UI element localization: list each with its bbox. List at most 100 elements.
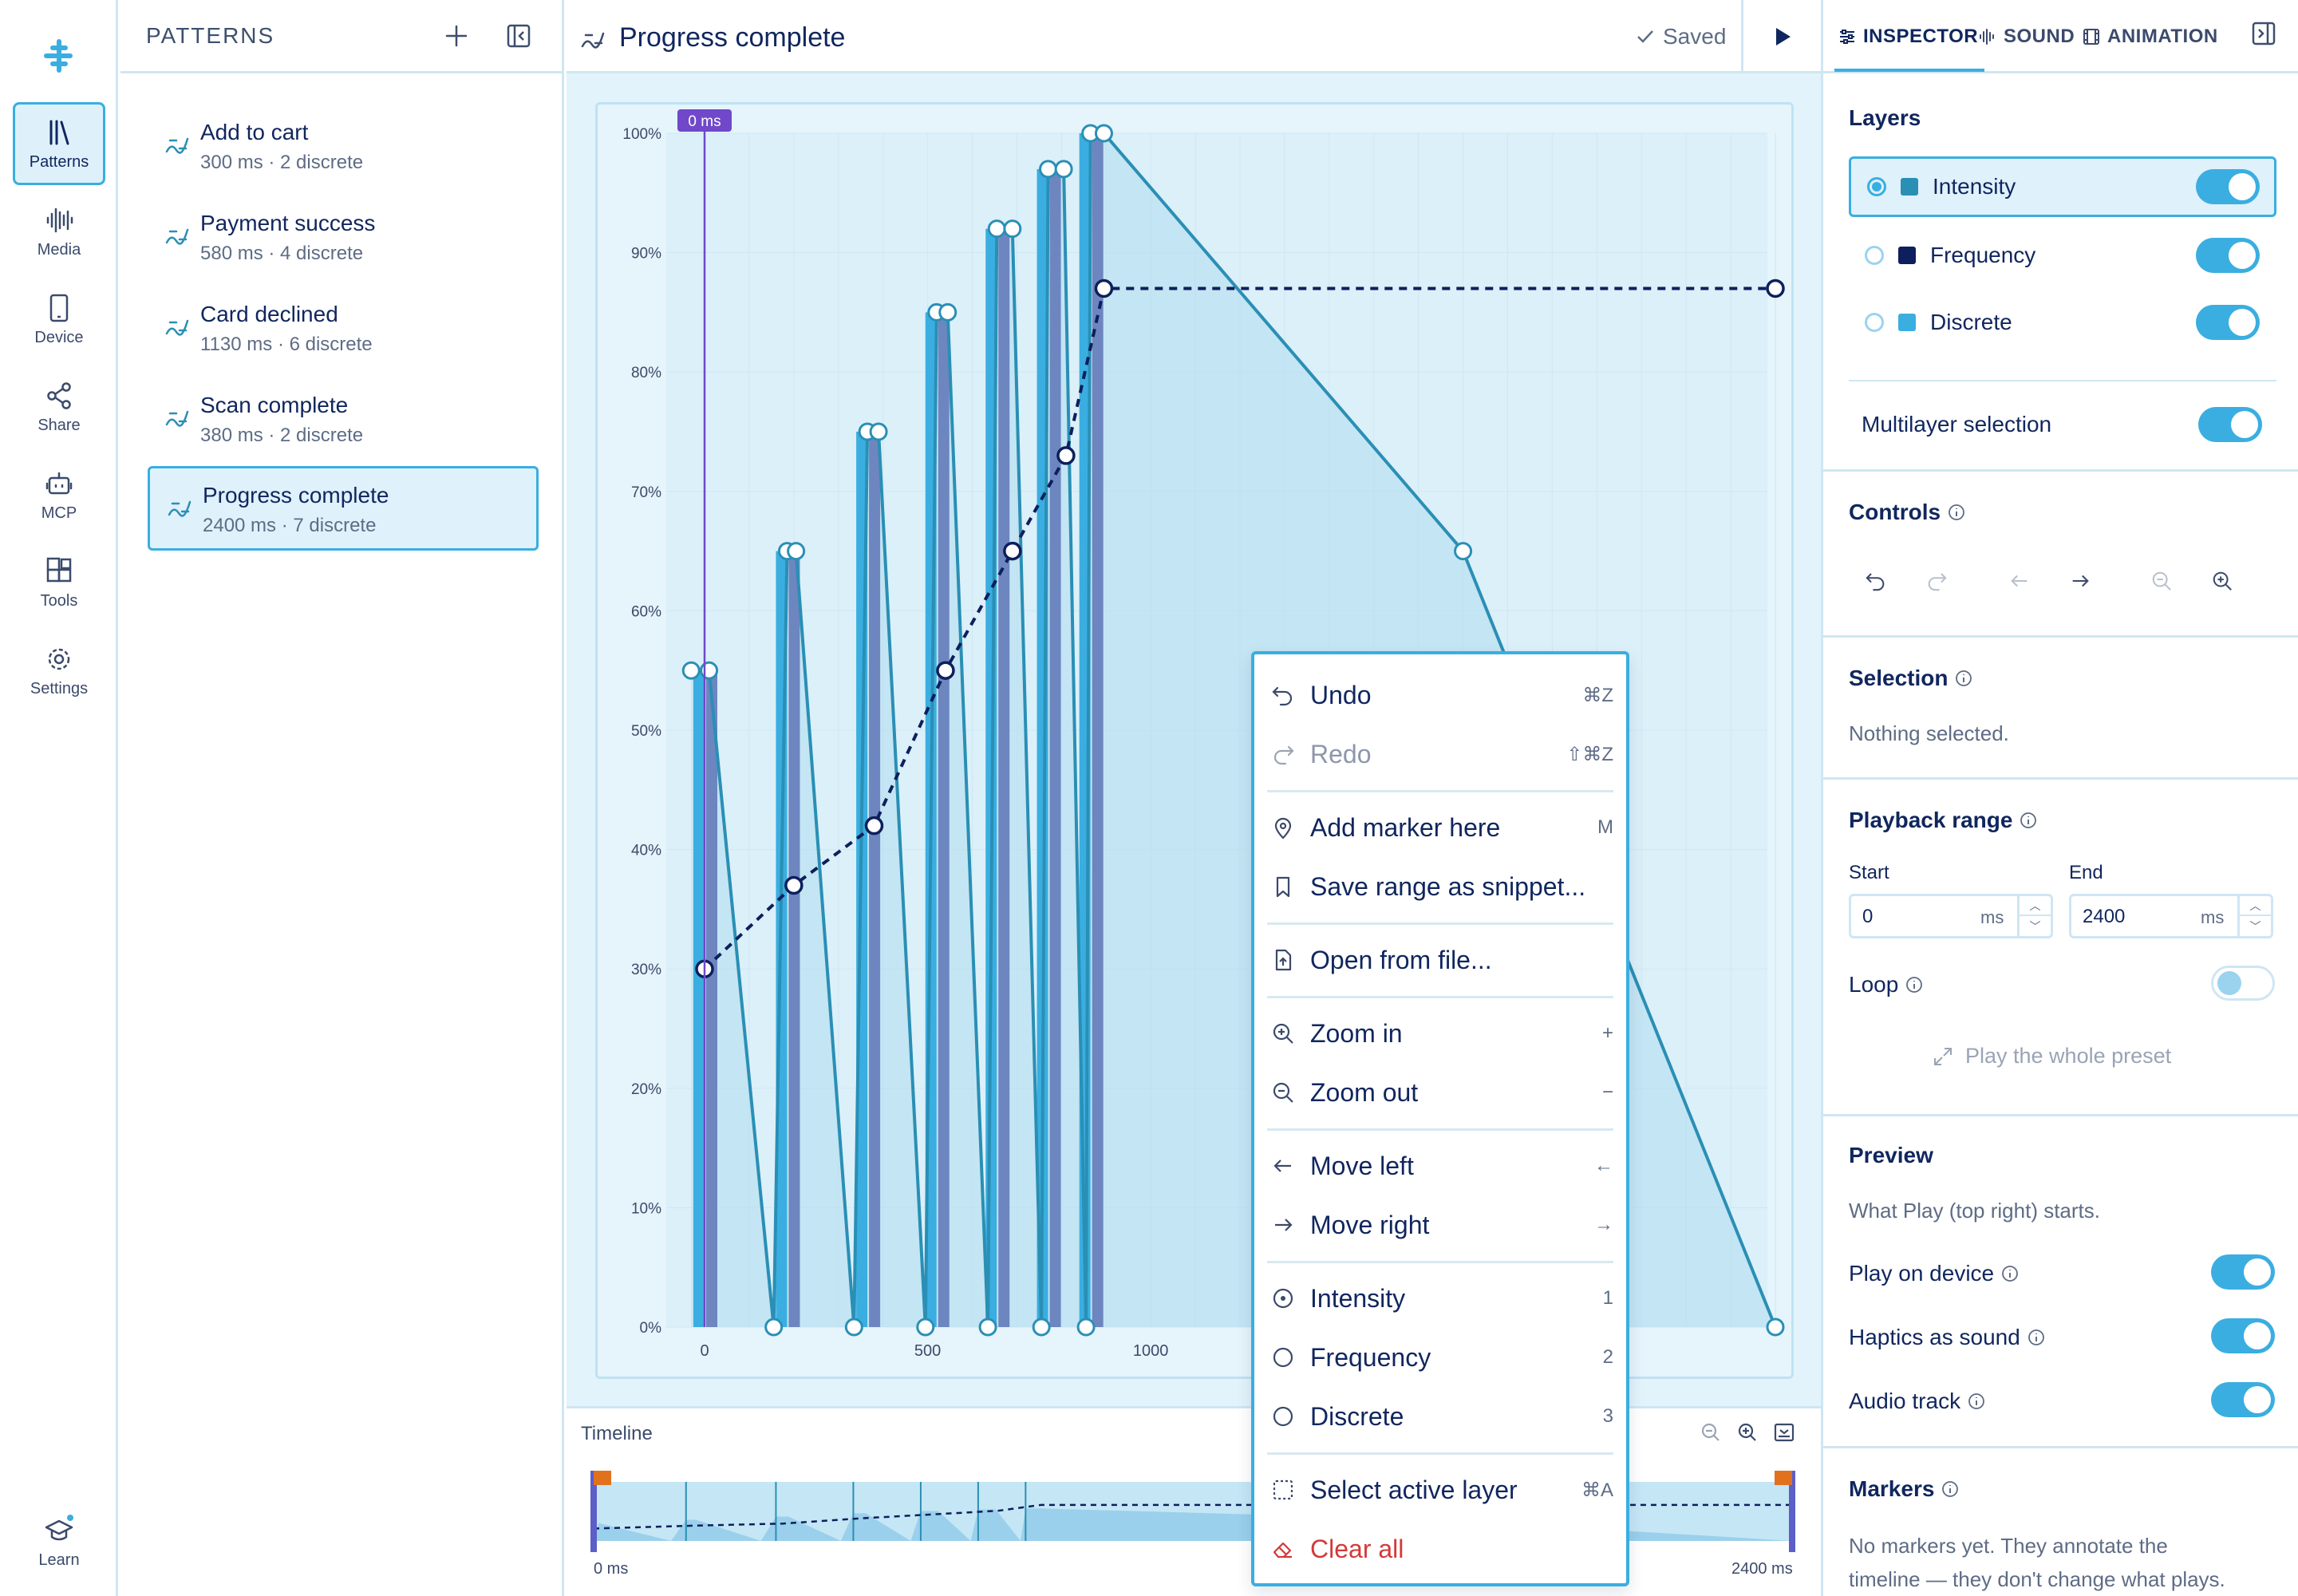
play-button[interactable] (1741, 0, 1821, 73)
layer-visibility-toggle[interactable] (2196, 305, 2260, 340)
pattern-item[interactable]: Payment success 580 ms · 4 discrete (148, 196, 539, 281)
menu-save-snippet[interactable]: Save range as snippet... (1267, 862, 1613, 911)
timeline-tools (1700, 1421, 1795, 1444)
discrete-bar-alt (1049, 168, 1061, 1327)
panel-collapse-right-icon[interactable] (2251, 21, 2276, 46)
fit-icon[interactable] (1773, 1421, 1795, 1444)
tab-inspector[interactable]: INSPECTOR (1838, 26, 1978, 48)
audio-track-toggle[interactable] (2211, 1382, 2275, 1417)
nav-tools[interactable]: Tools (13, 541, 105, 624)
zoom-out-button[interactable] (2146, 565, 2178, 597)
discrete-bar-alt (788, 551, 800, 1327)
info-icon[interactable] (2027, 1328, 2046, 1347)
play-on-device-toggle[interactable] (2211, 1254, 2275, 1290)
end-stepper[interactable]: ︿ ﹀ (2237, 896, 2271, 936)
menu-shortcut: ⇧⌘Z (1566, 743, 1613, 765)
layer-radio[interactable] (1867, 177, 1886, 196)
start-label: Start (1849, 862, 1889, 883)
pattern-item-selected[interactable]: Progress complete 2400 ms · 7 discrete (148, 466, 539, 551)
arrow-right-icon (2069, 570, 2091, 592)
layer-radio[interactable] (1865, 246, 1884, 265)
label-text: Haptics as sound (1849, 1325, 2020, 1349)
menu-shortcut: + (1601, 1022, 1613, 1044)
layer-row-discrete[interactable]: Discrete (1849, 292, 2276, 353)
layer-visibility-toggle[interactable] (2196, 169, 2260, 204)
menu-layer-discrete[interactable]: Discrete 3 (1267, 1392, 1613, 1441)
chevron-up-icon[interactable]: ︿ (2020, 896, 2051, 916)
frequency-point (1003, 541, 1022, 561)
timeline-overview[interactable] (567, 1408, 1821, 1596)
zoom-out-icon (2150, 570, 2173, 592)
nav-mcp[interactable]: MCP (13, 453, 105, 536)
chevron-down-icon[interactable]: ﹀ (2029, 919, 2041, 933)
nav-patterns[interactable]: Patterns (13, 102, 105, 185)
loop-toggle[interactable] (2211, 966, 2275, 1001)
info-icon[interactable] (2000, 1264, 2020, 1283)
info-icon[interactable] (1947, 503, 1966, 522)
layer-row-frequency[interactable]: Frequency (1849, 225, 2276, 286)
nav-media[interactable]: Media (13, 190, 105, 273)
info-icon[interactable] (1941, 1479, 1960, 1499)
pattern-title: Progress complete (619, 22, 846, 53)
pattern-item[interactable]: Card declined 1130 ms · 6 discrete (148, 287, 539, 372)
nav-settings[interactable]: Settings (13, 629, 105, 712)
intensity-point (938, 302, 958, 322)
nav-learn[interactable]: Learn (13, 1500, 105, 1583)
menu-move-right[interactable]: Move right → (1267, 1200, 1613, 1250)
zoom-out-icon[interactable] (1700, 1421, 1722, 1444)
end-field[interactable]: 2400 ms ︿ ﹀ (2069, 894, 2273, 938)
zoom-in-button[interactable] (2206, 565, 2238, 597)
layer-row-intensity[interactable]: Intensity (1849, 156, 2276, 217)
nav-share[interactable]: Share (13, 365, 105, 448)
pattern-item[interactable]: Add to cart 300 ms · 2 discrete (148, 105, 539, 190)
info-icon[interactable] (1905, 975, 1924, 994)
info-icon[interactable] (1954, 669, 1973, 688)
move-right-button[interactable] (2064, 565, 2096, 597)
add-pattern-button[interactable] (439, 18, 474, 53)
undo-button[interactable] (1860, 565, 1892, 597)
menu-open-file[interactable]: Open from file... (1267, 935, 1613, 985)
menu-shortcut: 2 (1602, 1346, 1613, 1368)
play-whole-preset-button[interactable]: Play the whole preset (1932, 1044, 2171, 1069)
collapse-panel-button[interactable] (501, 18, 536, 53)
arrow-right-icon (1267, 1209, 1299, 1241)
chevron-up-icon[interactable]: ︿ (2240, 896, 2271, 916)
frequency-point (784, 875, 804, 895)
selection-title: Selection (1849, 666, 1973, 691)
menu-add-marker[interactable]: Add marker here M (1267, 803, 1613, 852)
redo-button[interactable] (1921, 565, 1953, 597)
app-logo-icon (35, 32, 83, 80)
info-icon[interactable] (1967, 1392, 1986, 1411)
section-title-text: Selection (1849, 666, 1949, 690)
pattern-icon (164, 129, 191, 156)
move-left-button[interactable] (2004, 565, 2035, 597)
nav-label: Media (37, 240, 81, 259)
haptics-as-sound-toggle[interactable] (2211, 1318, 2275, 1353)
info-icon[interactable] (2019, 811, 2038, 830)
nav-device[interactable]: Device (13, 278, 105, 361)
inspector-tabs: INSPECTOR SOUND ANIMATION (1823, 0, 2298, 73)
start-stepper[interactable]: ︿ ﹀ (2017, 896, 2051, 936)
editor-area: Progress complete Saved 0% 10% 20% 30% 40% 50… (567, 0, 1821, 1596)
start-value[interactable]: 0 (1862, 906, 1874, 927)
chevron-down-icon[interactable]: ﹀ (2249, 919, 2261, 933)
menu-move-left[interactable]: Move left ← (1267, 1141, 1613, 1191)
menu-layer-intensity[interactable]: Intensity 1 (1267, 1274, 1613, 1323)
layer-visibility-toggle[interactable] (2196, 238, 2260, 273)
menu-clear-all[interactable]: Clear all (1267, 1524, 1613, 1574)
menu-zoom-out[interactable]: Zoom out − (1267, 1068, 1613, 1117)
end-value[interactable]: 2400 (2083, 906, 2126, 927)
pattern-item[interactable]: Scan complete 380 ms · 2 discrete (148, 378, 539, 463)
menu-select-active-layer[interactable]: Select active layer ⌘A (1267, 1465, 1613, 1515)
menu-redo[interactable]: Redo ⇧⌘Z (1267, 729, 1613, 779)
multilayer-toggle[interactable] (2198, 407, 2262, 442)
tab-animation[interactable]: ANIMATION (2082, 26, 2218, 48)
layer-swatch (1898, 314, 1916, 331)
zoom-in-icon[interactable] (1736, 1421, 1759, 1444)
menu-undo[interactable]: Undo ⌘Z (1267, 670, 1613, 720)
tab-sound[interactable]: SOUND (1978, 26, 2075, 48)
start-field[interactable]: 0 ms ︿ ﹀ (1849, 894, 2053, 938)
menu-layer-frequency[interactable]: Frequency 2 (1267, 1333, 1613, 1382)
layer-radio[interactable] (1865, 313, 1884, 332)
menu-zoom-in[interactable]: Zoom in + (1267, 1009, 1613, 1058)
